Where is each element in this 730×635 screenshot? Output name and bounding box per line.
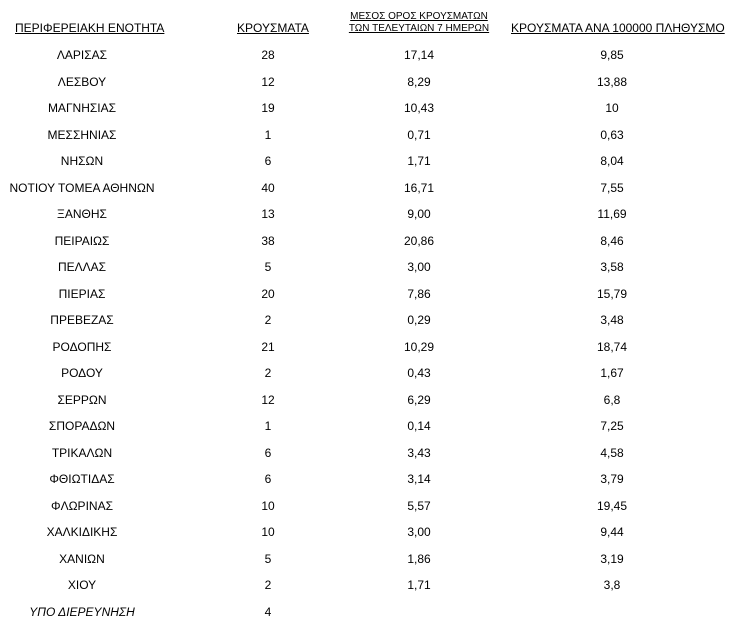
region-name: ΛΕΣΒΟΥ <box>57 74 107 89</box>
cell-value: 9,85 <box>600 48 624 62</box>
cell-value: 13,88 <box>596 74 628 89</box>
region-name: ΡΟΔΟΥ <box>61 366 103 380</box>
cell-value: 3,19 <box>600 551 624 566</box>
cell-value: 1,71 <box>407 578 431 592</box>
region-name: ΡΟΔΟΠΗΣ <box>52 339 112 354</box>
cell-value: 0,14 <box>407 419 431 433</box>
cell-value: 21 <box>261 339 275 354</box>
cell-value: 0,63 <box>600 127 624 142</box>
cell-value: 2 <box>264 578 272 592</box>
region-name: ΞΑΝΘΗΣ <box>57 207 107 221</box>
cell-value: 0,29 <box>407 313 431 327</box>
cell-value: 19 <box>261 101 275 115</box>
cell-value: 16,71 <box>403 180 435 195</box>
cell-value: 8,46 <box>600 233 624 248</box>
cell-value: 5 <box>264 260 272 274</box>
cell-value: 11,69 <box>597 207 627 221</box>
cell-value: 7,86 <box>407 286 431 301</box>
cell-value: 10 <box>261 525 275 539</box>
region-name: ΝΟΤΙΟΥ ΤΟΜΕΑ ΑΘΗΝΩΝ <box>9 180 155 195</box>
column-header: ΚΡΟΥΣΜΑΤΑ <box>237 21 309 35</box>
cell-value: 12 <box>261 74 275 89</box>
cell-value: 4 <box>264 604 272 619</box>
cell-value: 13 <box>261 207 275 221</box>
cell-value: 8,29 <box>407 74 431 89</box>
cell-value: 1 <box>264 127 272 142</box>
cell-value: 5,57 <box>407 498 431 513</box>
cell-value: 5 <box>264 551 272 566</box>
region-name: ΠΙΕΡΙΑΣ <box>58 286 106 301</box>
cell-value: 3,43 <box>407 445 431 460</box>
cell-value: 12 <box>261 392 275 407</box>
cell-value: 9,44 <box>600 525 624 539</box>
cell-value: 3,8 <box>603 578 621 592</box>
cell-value: 2 <box>264 366 272 380</box>
column-header: ΚΡΟΥΣΜΑΤΑ ΑΝΑ 100000 ΠΛΗΘΥΣΜΟ <box>511 21 725 35</box>
cell-value: 28 <box>261 48 275 62</box>
region-name: ΤΡΙΚΑΛΩΝ <box>51 445 113 460</box>
cell-value: 10 <box>605 101 619 115</box>
cell-value: 40 <box>261 180 275 195</box>
cell-value: 3,58 <box>600 260 624 274</box>
region-name: ΠΕΛΛΑΣ <box>57 260 107 274</box>
region-name: ΜΕΣΣΗΝΙΑΣ <box>47 127 117 142</box>
cell-value: 3,79 <box>600 472 624 486</box>
cell-value: 20,86 <box>403 233 435 248</box>
cell-value: 2 <box>264 313 272 327</box>
cell-value: 20 <box>261 286 275 301</box>
cell-value: 10,29 <box>403 339 435 354</box>
cell-value: 9,00 <box>407 207 431 221</box>
cell-value: 6 <box>264 154 272 168</box>
cell-value: 7,55 <box>600 180 624 195</box>
cell-value: 4,58 <box>600 445 624 460</box>
region-name: ΦΛΩΡΙΝΑΣ <box>51 498 113 513</box>
cell-value: 3,00 <box>407 260 431 274</box>
cell-value: 10 <box>261 498 275 513</box>
region-name: ΣΕΡΡΩΝ <box>57 392 107 407</box>
region-name: ΧΑΛΚΙΔΙΚΗΣ <box>46 525 118 539</box>
region-name: ΝΗΣΩΝ <box>60 154 104 168</box>
region-name: ΧΑΝΙΩΝ <box>59 551 105 566</box>
region-name: ΜΑΓΝΗΣΙΑΣ <box>47 101 117 115</box>
cell-value: 38 <box>261 233 275 248</box>
cell-value: 1,71 <box>407 154 431 168</box>
cell-value: 18,74 <box>596 339 628 354</box>
region-name: ΥΠΟ ΔΙΕΡΕΥΝΗΣΗ <box>29 604 135 619</box>
region-name: ΠΡΕΒΕΖΑΣ <box>50 313 114 327</box>
column-header: ΠΕΡΙΦΕΡΕΙΑΚΗ ΕΝΟΤΗΤΑ <box>15 21 165 35</box>
cell-value: 3,14 <box>407 472 431 486</box>
column-header: ΜΕΣΟΣ ΟΡΟΣ ΚΡΟΥΣΜΑΤΩΝ ΤΩΝ ΤΕΛΕΥΤΑΙΩΝ 7 Η… <box>348 11 490 34</box>
cell-value: 1,67 <box>600 366 624 380</box>
cell-value: 19,45 <box>596 498 628 513</box>
region-name: ΠΕΙΡΑΙΩΣ <box>54 233 110 248</box>
cell-value: 0,71 <box>407 127 431 142</box>
cell-value: 1,86 <box>407 551 431 566</box>
cell-value: 1 <box>264 419 272 433</box>
cell-value: 10,43 <box>403 101 435 115</box>
cell-value: 8,04 <box>600 154 624 168</box>
region-name: ΣΠΟΡΑΔΩΝ <box>48 419 116 433</box>
region-name: ΦΘΙΩΤΙΔΑΣ <box>49 472 115 486</box>
cell-value: 17,14 <box>403 48 435 62</box>
cell-value: 6 <box>264 472 272 486</box>
region-name: ΧΙΟΥ <box>67 578 97 592</box>
region-name: ΛΑΡΙΣΑΣ <box>56 48 108 62</box>
cell-value: 0,43 <box>407 366 431 380</box>
cell-value: 3,00 <box>407 525 431 539</box>
cell-value: 6,29 <box>407 392 431 407</box>
cell-value: 6 <box>264 445 272 460</box>
cell-value: 15,79 <box>596 286 628 301</box>
cell-value: 3,48 <box>600 313 624 327</box>
cell-value: 7,25 <box>600 419 624 433</box>
cell-value: 6,8 <box>603 392 621 407</box>
